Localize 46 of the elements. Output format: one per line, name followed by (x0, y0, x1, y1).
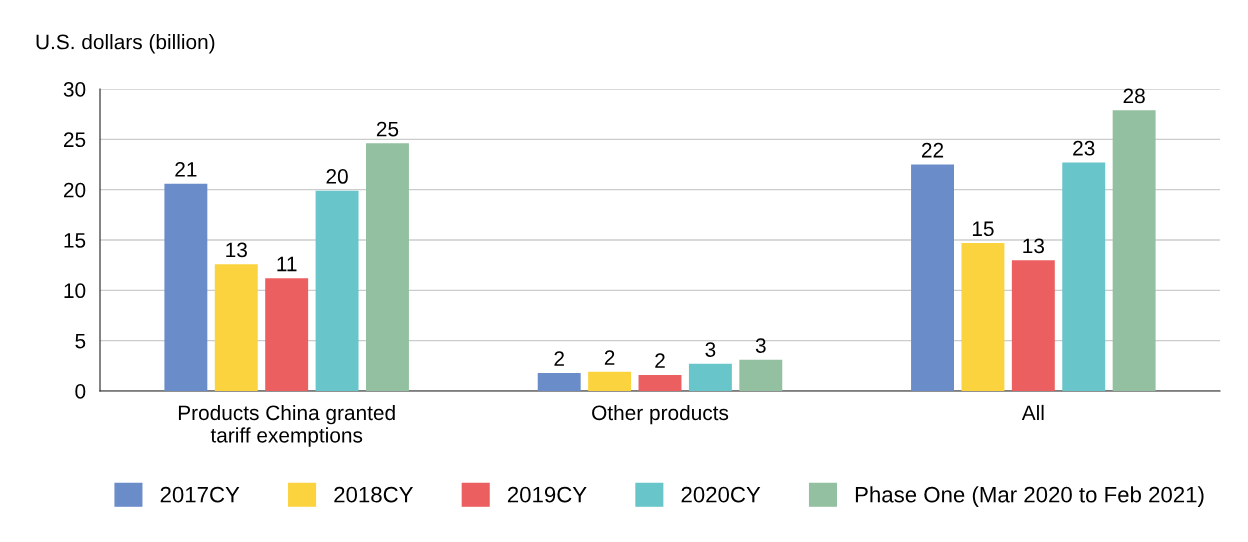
data-label: 2 (554, 351, 564, 366)
x-tick-label: Products China granted tariff exemptions (178, 404, 395, 447)
data-label: 13 (226, 242, 247, 258)
bar (164, 183, 208, 391)
legend-label: Phase One (Mar 2020 to Feb 2021) (855, 486, 1204, 507)
y-tick-label: 5 (75, 333, 86, 349)
x-tick-label: Other products (592, 404, 729, 425)
data-label: 13 (1023, 238, 1045, 254)
data-label: 2 (655, 353, 665, 368)
y-axis-title: U.S. dollars (billion) (36, 33, 215, 54)
legend-label: 2018CY (334, 486, 414, 503)
data-label: 28 (1123, 88, 1145, 104)
bar (911, 164, 954, 391)
data-label: 23 (1073, 140, 1095, 156)
bar (537, 372, 581, 391)
y-tick-label: 10 (64, 283, 86, 299)
data-label: 22 (922, 142, 944, 158)
data-label: 25 (376, 121, 399, 137)
y-tick-label: 20 (63, 182, 86, 198)
data-label: 2 (604, 350, 615, 365)
y-tick-label: 15 (64, 233, 86, 248)
bar (688, 363, 732, 391)
data-label: 3 (705, 342, 716, 357)
bar (315, 190, 359, 391)
bar (366, 143, 409, 391)
bar (961, 243, 1005, 391)
bar (1062, 162, 1106, 391)
y-tick-label: 0 (75, 384, 86, 399)
data-label: 11 (277, 256, 297, 272)
legend-label: 2020CY (681, 486, 761, 503)
legend-label: 2017CY (160, 486, 240, 503)
bar (588, 371, 632, 391)
y-tick-label: 30 (63, 82, 86, 97)
data-label: 15 (972, 221, 994, 237)
bar (739, 359, 783, 391)
data-label: 20 (326, 169, 348, 184)
bar (638, 374, 682, 391)
data-label: 3 (755, 338, 766, 353)
x-tick-label: All (1021, 404, 1044, 420)
bar (265, 278, 309, 391)
bar (1011, 260, 1055, 391)
bar (1112, 110, 1156, 391)
data-label: 21 (175, 161, 197, 177)
bar (214, 264, 258, 391)
y-tick-label: 25 (63, 132, 86, 148)
legend-label: 2019CY (507, 486, 587, 503)
